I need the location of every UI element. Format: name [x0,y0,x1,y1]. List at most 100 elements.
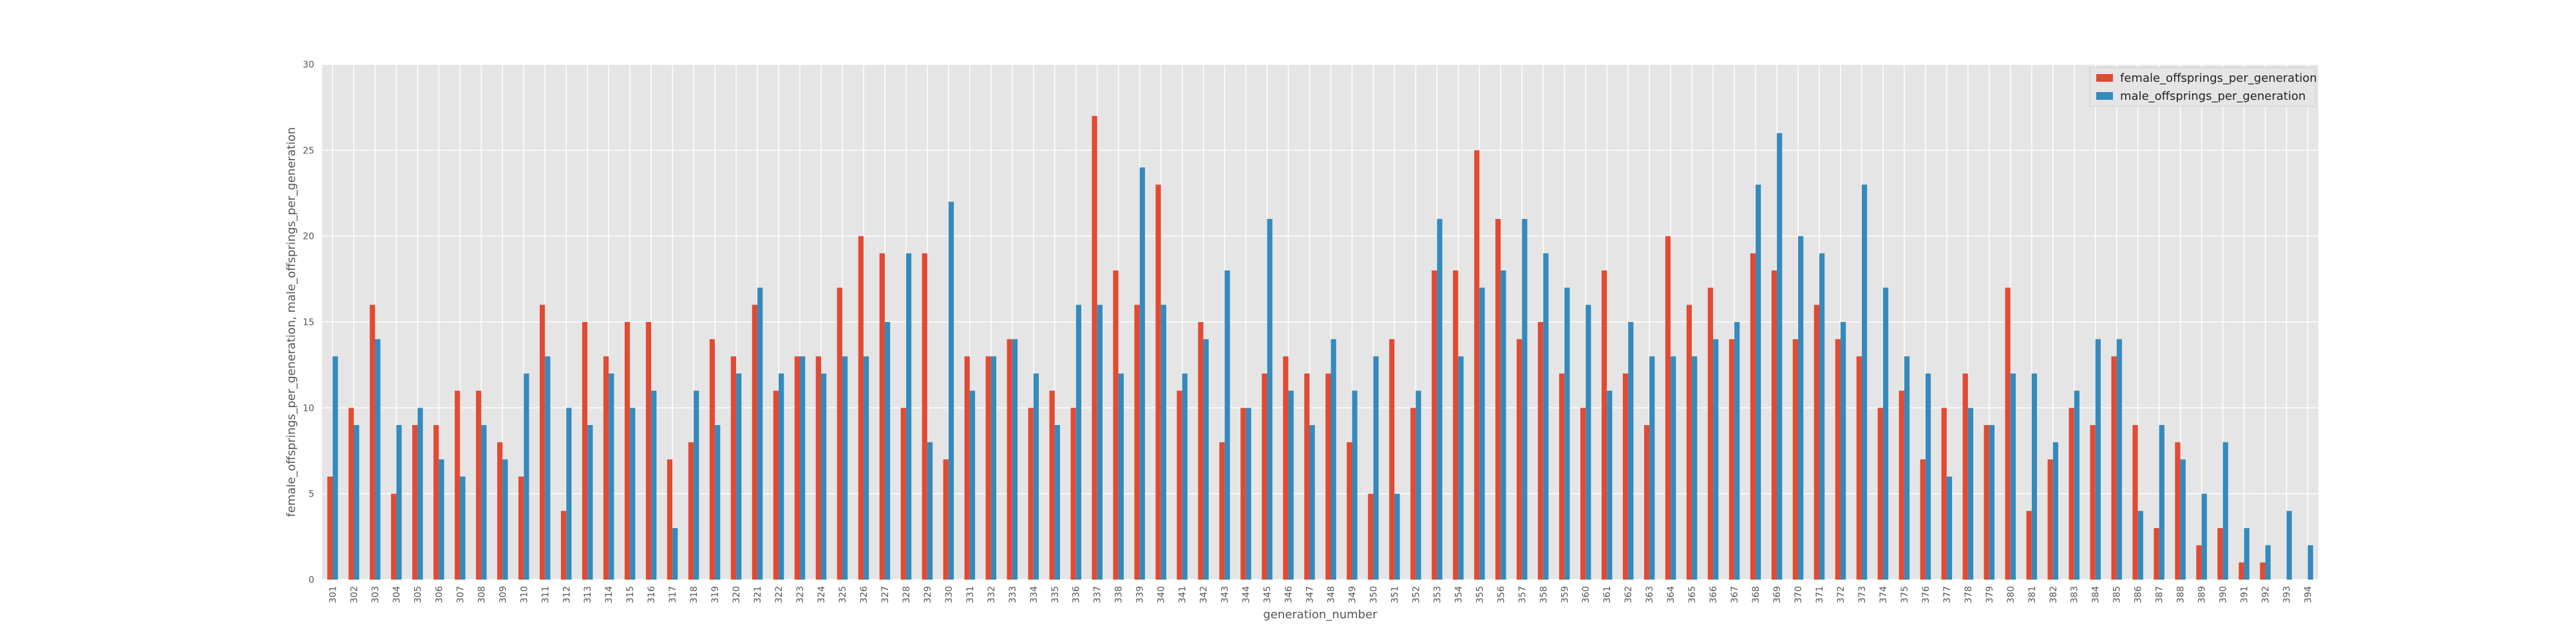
bar-male-359 [1564,287,1570,580]
bar-male-302 [354,425,359,580]
x-tick-label: 334 [1029,586,1039,603]
bar-male-329 [927,442,933,580]
bar-male-311 [545,356,551,580]
bar-male-306 [439,459,444,580]
x-tick-label: 380 [2006,586,2016,603]
bar-female-311 [540,305,545,580]
bar-male-353 [1437,219,1443,580]
bar-male-356 [1501,270,1506,580]
bar-male-357 [1522,219,1528,580]
bar-male-307 [460,477,466,580]
bar-male-378 [1967,408,1974,580]
bar-female-389 [2196,545,2202,580]
bar-female-375 [1899,390,1904,580]
bar-male-341 [1182,374,1188,580]
bar-male-377 [1946,477,1953,580]
bar-male-326 [863,356,869,580]
bar-female-365 [1686,305,1692,580]
bar-male-384 [2095,339,2101,580]
bar-female-366 [1707,287,1714,580]
x-tick-label: 384 [2091,586,2101,603]
bar-female-346 [1283,356,1289,580]
bar-female-326 [858,236,864,580]
x-tick-label: 337 [1093,586,1103,603]
legend-swatch-male [2096,92,2113,100]
bar-male-319 [715,425,721,580]
x-tick-label: 372 [1836,586,1846,603]
bar-male-371 [1819,253,1825,580]
x-tick-label: 375 [1900,586,1910,603]
x-axis-title: generation_number [1263,608,1378,621]
bar-female-364 [1665,236,1671,580]
bar-female-339 [1134,305,1140,580]
x-tick-label: 335 [1050,586,1061,603]
bar-female-348 [1325,374,1331,580]
bar-male-305 [417,408,423,580]
bar-female-331 [964,356,970,580]
x-tick-label: 376 [1921,586,1931,603]
bar-female-302 [348,408,354,580]
x-tick-label: 313 [583,586,593,603]
x-tick-label: 341 [1178,586,1188,603]
bar-female-357 [1517,339,1522,580]
x-tick-label: 347 [1305,586,1316,603]
bar-male-337 [1097,305,1103,580]
bar-female-377 [1941,408,1947,580]
y-tick-label: 10 [303,403,314,413]
bar-female-367 [1728,339,1735,580]
bar-male-386 [2137,511,2143,580]
bars [327,116,2313,580]
bar-female-385 [2111,356,2117,580]
bar-male-373 [1861,184,1868,580]
x-tick-label: 364 [1666,586,1676,603]
bar-female-318 [688,442,694,580]
x-tick-label: 332 [987,586,997,603]
bar-male-340 [1160,305,1166,580]
x-tick-label: 360 [1581,586,1591,603]
bar-female-310 [518,477,524,580]
bar-male-333 [1012,339,1018,580]
x-tick-label: 303 [370,586,381,603]
bar-male-336 [1075,305,1081,580]
bar-male-383 [2074,390,2079,580]
legend-box [2089,67,2316,107]
bar-male-364 [1671,356,1676,580]
bar-male-322 [779,374,784,580]
bar-female-350 [1368,493,1374,580]
bar-female-307 [455,390,460,580]
bar-female-355 [1474,150,1480,580]
bar-female-392 [2260,562,2266,580]
bar-female-340 [1155,184,1161,580]
bar-male-385 [2116,339,2122,580]
x-tick-label: 319 [710,586,721,603]
x-tick-label: 320 [732,586,742,603]
bar-female-381 [2026,511,2032,580]
bar-male-324 [821,374,827,580]
bar-female-317 [667,459,673,580]
bar-male-362 [1628,322,1634,580]
bar-female-370 [1792,339,1799,580]
bar-female-356 [1495,219,1501,580]
x-tick-label: 382 [2049,586,2059,603]
bar-female-323 [794,356,800,580]
y-tick-label: 30 [303,60,314,70]
x-tick-label: 323 [795,586,806,603]
bar-female-334 [1028,408,1034,580]
bar-male-301 [332,356,338,580]
bar-female-328 [900,408,906,580]
bar-female-363 [1643,425,1650,580]
bar-male-366 [1713,339,1719,580]
x-tick-label: 368 [1751,586,1761,603]
bar-female-327 [879,253,885,580]
bar-female-379 [1984,425,1989,580]
x-tick-label: 336 [1072,586,1082,603]
bar-male-358 [1543,253,1549,580]
bar-male-309 [502,459,508,580]
bar-male-303 [375,339,381,580]
y-tick-label: 25 [303,146,314,156]
bar-female-335 [1049,390,1055,580]
bar-female-301 [327,477,333,580]
bar-female-329 [922,253,927,580]
x-tick-label: 371 [1815,586,1825,603]
bar-male-393 [2286,511,2292,580]
